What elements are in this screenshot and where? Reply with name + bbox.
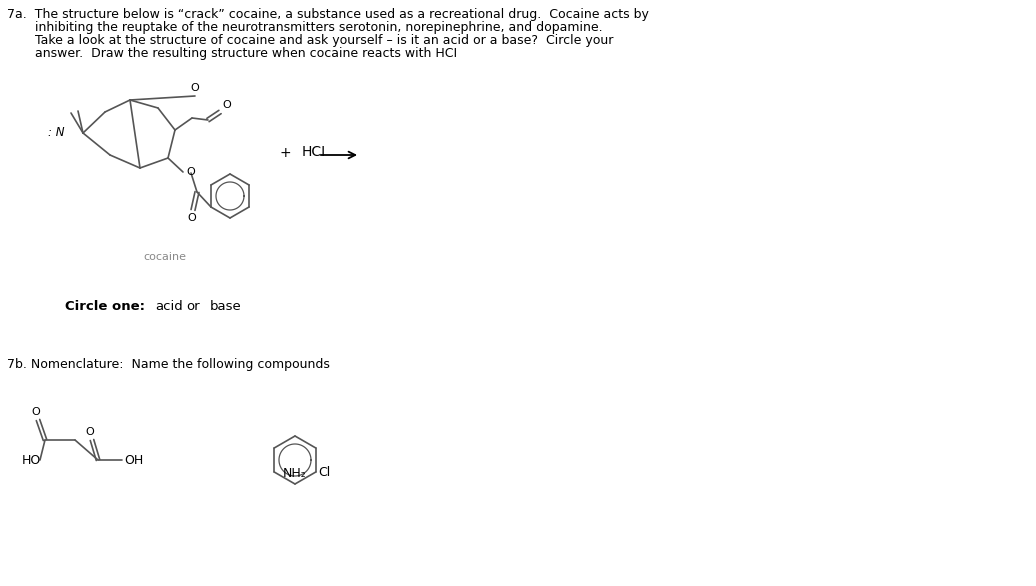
Text: inhibiting the reuptake of the neurotransmitters serotonin, norepinephrine, and : inhibiting the reuptake of the neurotran…: [7, 21, 603, 34]
Text: HCI: HCI: [303, 145, 326, 159]
Text: or: or: [186, 300, 200, 313]
Text: cocaine: cocaine: [144, 252, 186, 262]
Text: O: O: [188, 213, 197, 223]
Text: O: O: [86, 427, 94, 437]
Text: base: base: [210, 300, 241, 313]
Text: Cl: Cl: [318, 465, 330, 479]
Text: 7b. Nomenclature:  Name the following compounds: 7b. Nomenclature: Name the following com…: [7, 358, 329, 371]
Text: acid: acid: [155, 300, 182, 313]
Text: : N: : N: [49, 127, 65, 139]
Text: +: +: [279, 146, 291, 160]
Text: answer.  Draw the resulting structure when cocaine reacts with HCI: answer. Draw the resulting structure whe…: [7, 47, 457, 60]
Text: Circle one:: Circle one:: [65, 300, 145, 313]
Text: Take a look at the structure of cocaine and ask yourself – is it an acid or a ba: Take a look at the structure of cocaine …: [7, 34, 613, 47]
Text: O: O: [222, 100, 231, 110]
Text: O: O: [32, 407, 40, 417]
Text: 7a.  The structure below is “crack” cocaine, a substance used as a recreational : 7a. The structure below is “crack” cocai…: [7, 8, 649, 21]
Text: OH: OH: [124, 454, 143, 466]
Text: O: O: [191, 83, 199, 93]
Text: NH₂: NH₂: [283, 467, 307, 480]
Text: HO: HO: [22, 454, 41, 466]
Text: O: O: [186, 167, 195, 177]
